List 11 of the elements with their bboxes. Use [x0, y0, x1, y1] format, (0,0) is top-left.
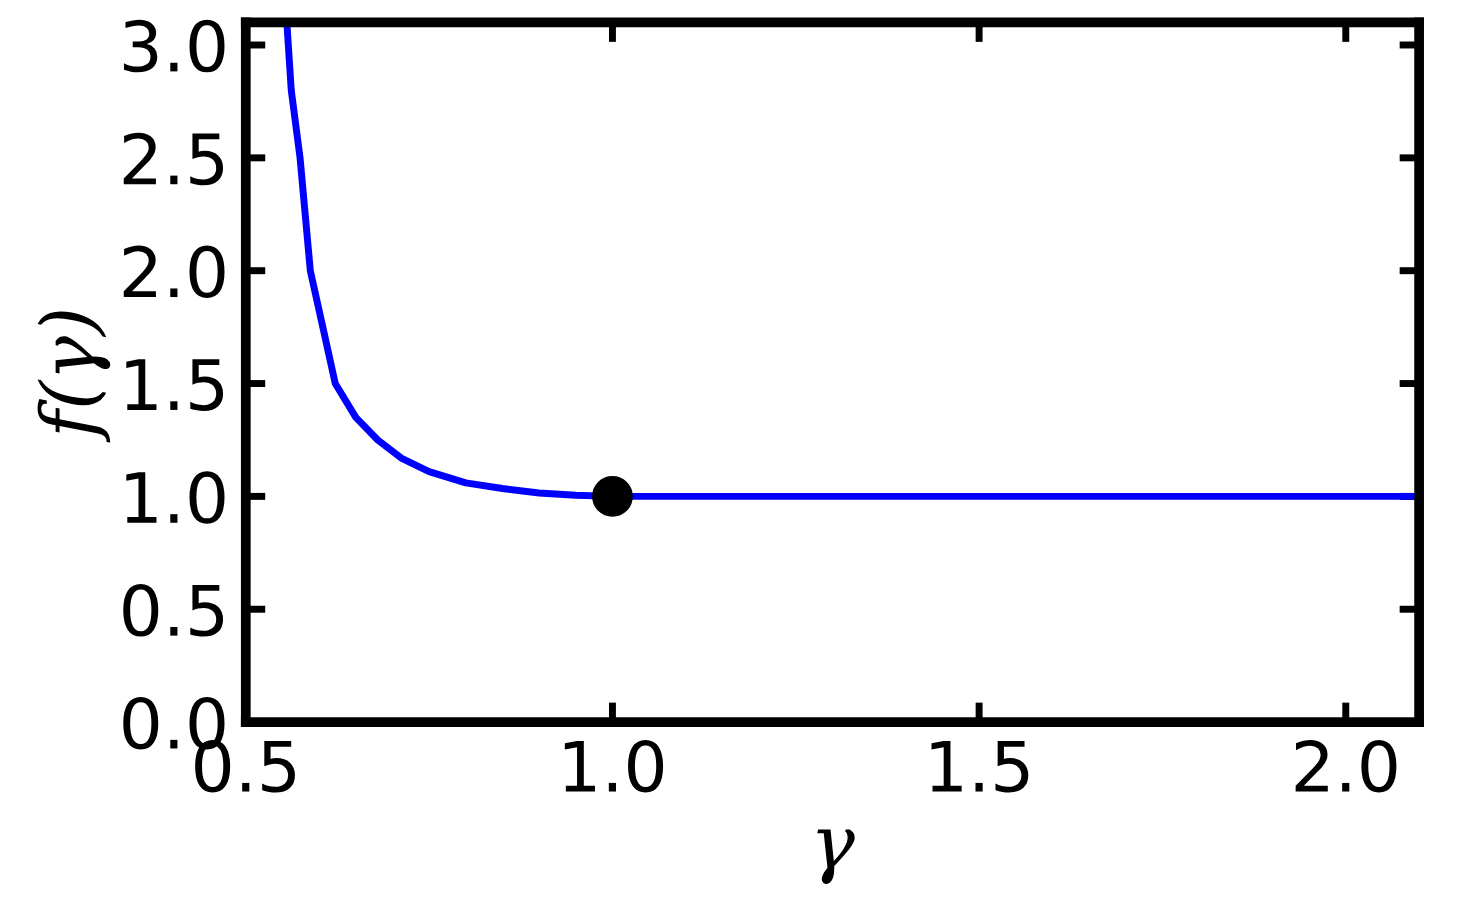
x-axis-title: γ	[817, 829, 855, 884]
x-tick-label: 1.5	[931, 740, 1029, 793]
y-tick-label: 2.5	[123, 132, 224, 186]
y-axis-title: f(γ)	[37, 311, 111, 443]
y-tick-label: 2.0	[123, 245, 225, 299]
y-tick-label: 3.0	[123, 19, 225, 73]
x-tick-label: 1.0	[564, 739, 664, 793]
x-tick-label: 2.0	[1295, 739, 1397, 793]
y-tick-label: 1.0	[126, 471, 225, 524]
y-tick-label: 1.5	[126, 359, 224, 411]
y-tick-label: 0.5	[123, 584, 224, 637]
